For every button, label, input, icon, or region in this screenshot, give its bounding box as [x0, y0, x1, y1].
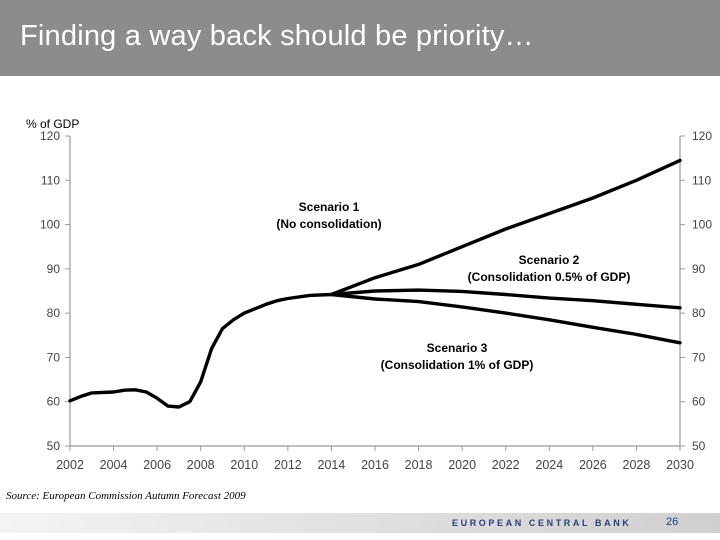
x-tick-label: 2012	[274, 458, 302, 472]
x-tick-label: 2022	[492, 458, 520, 472]
scenario-1-label-title: Scenario 1	[299, 200, 360, 214]
y-tick-label-right: 50	[692, 439, 706, 453]
y-tick-label-left: 120	[40, 129, 60, 143]
scenario-2-label-title: Scenario 2	[519, 253, 580, 267]
scenario-1-line	[329, 158, 682, 297]
scenario-3-line	[329, 292, 682, 345]
y-tick-label-left: 100	[40, 218, 60, 232]
y-tick-label-left: 50	[47, 439, 61, 453]
x-tick-label: 2010	[230, 458, 258, 472]
y-tick-label-right: 100	[692, 218, 712, 232]
y-tick-label-left: 70	[47, 350, 61, 364]
history-line	[68, 292, 334, 409]
slide-title: Finding a way back should be priority…	[20, 20, 534, 52]
x-tick-label: 2030	[666, 458, 694, 472]
x-tick-label: 2020	[448, 458, 476, 472]
x-tick-label: 2004	[100, 458, 128, 472]
source-note: Source: European Commission Autumn Forec…	[6, 490, 246, 502]
scenario-2-label-desc: (Consolidation 0.5% of GDP)	[468, 270, 631, 284]
y-tick-label-left: 60	[47, 395, 61, 409]
scenario-2-line	[329, 288, 682, 310]
y-tick-label-left: 110	[41, 173, 60, 187]
debt-chart-svg: 50 50 60 60 70 70 80 80 90 90 100 100 110 110 120 120 20…	[26, 117, 712, 472]
x-tick-label: 2008	[187, 458, 215, 472]
x-tick-label: 2018	[405, 458, 433, 472]
y-tick-label-left: 80	[47, 306, 61, 320]
footer-bank-name: EUROPEAN CENTRAL BANK	[452, 518, 632, 528]
y-axis-label: % of GDP	[26, 117, 79, 131]
x-tick-label: 2026	[579, 458, 607, 472]
footer-bar	[0, 513, 720, 533]
scenario-3-label-title: Scenario 3	[427, 341, 488, 355]
debt-chart: 50 50 60 60 70 70 80 80 90 90 100 100 110 110 120 120 20…	[0, 100, 720, 485]
y-tick-label-right: 90	[692, 262, 706, 276]
y-tick-label-right: 80	[692, 306, 706, 320]
x-tick-label: 2014	[318, 458, 346, 472]
y-tick-label-right: 60	[692, 395, 706, 409]
scenario-1-label-desc: (No consolidation)	[276, 217, 381, 231]
title-bar: Finding a way back should be priority…	[0, 0, 720, 76]
x-tick-label: 2024	[535, 458, 563, 472]
scenario-3-label-desc: (Consolidation 1% of GDP)	[381, 358, 534, 372]
y-tick-label-right: 110	[692, 173, 711, 187]
x-tick-label: 2028	[623, 458, 651, 472]
page-number: 26	[666, 516, 679, 528]
y-tick-label-right: 120	[692, 129, 712, 143]
y-tick-label-left: 90	[47, 262, 61, 276]
x-tick-label: 2006	[143, 458, 171, 472]
x-tick-label: 2002	[56, 458, 84, 472]
y-tick-label-right: 70	[692, 350, 706, 364]
x-tick-label: 2016	[361, 458, 389, 472]
